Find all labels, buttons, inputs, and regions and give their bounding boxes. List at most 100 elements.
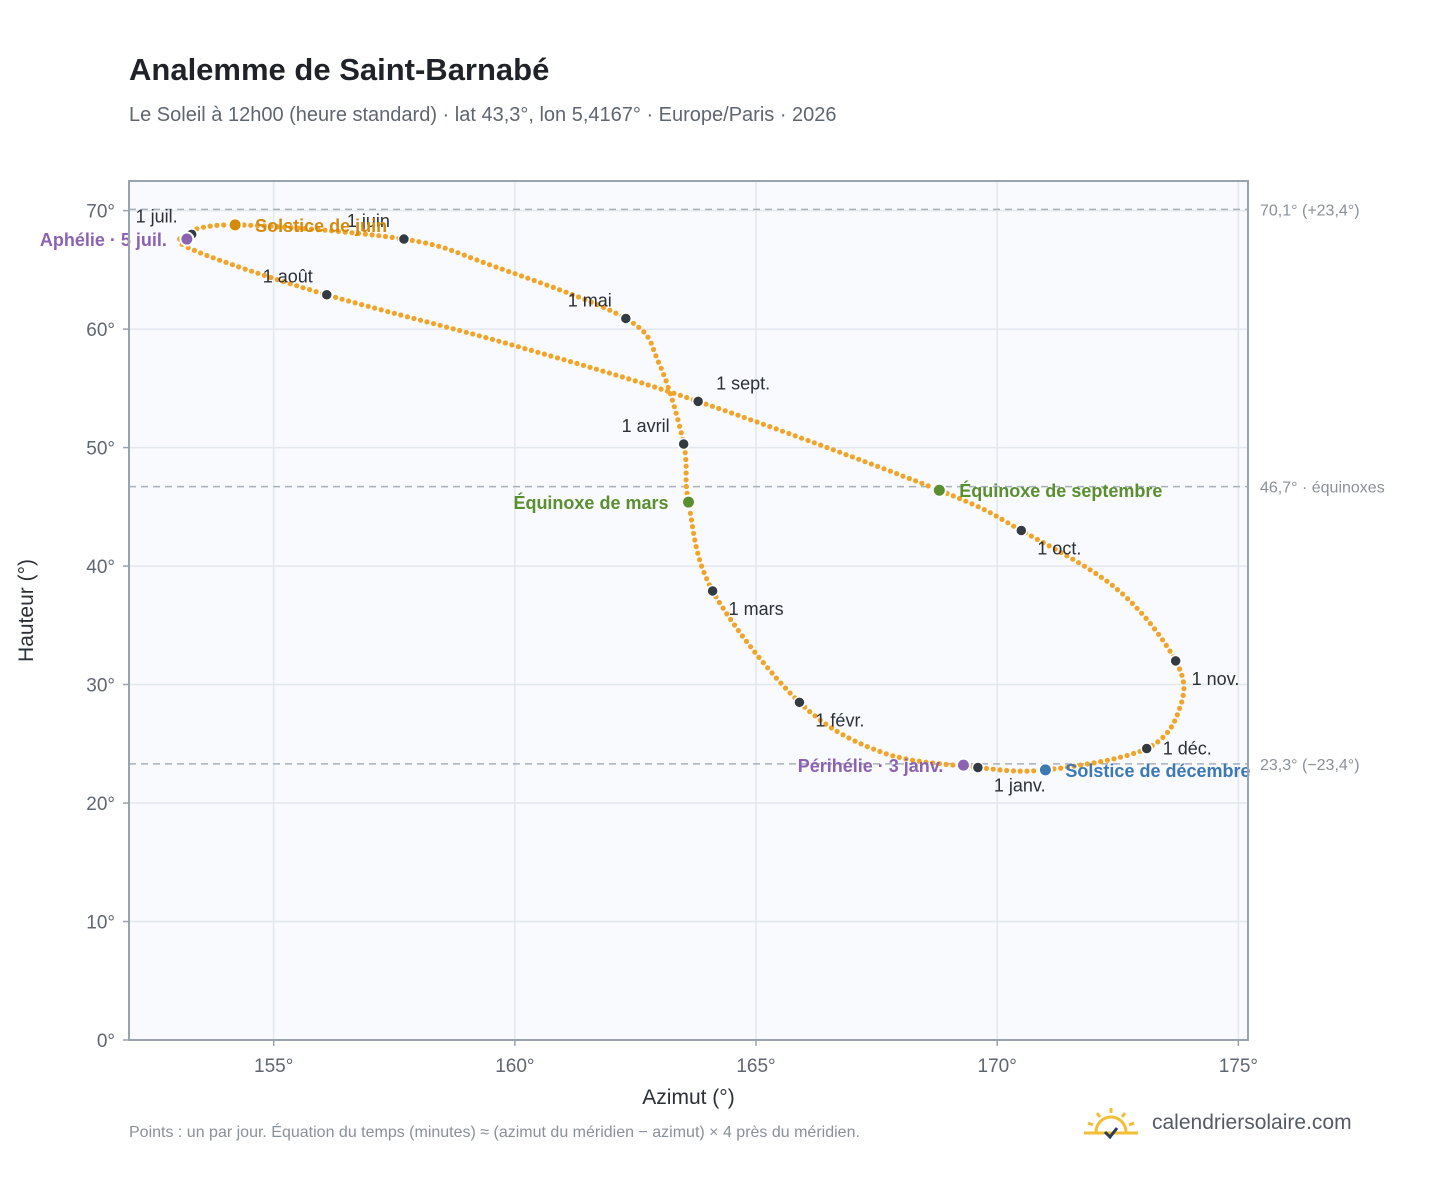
daily-point: [683, 483, 690, 490]
daily-point: [483, 335, 489, 341]
daily-point: [693, 544, 699, 550]
daily-point: [1181, 686, 1187, 692]
daily-point: [382, 233, 389, 240]
daily-point: [630, 320, 637, 326]
daily-point: [429, 242, 435, 248]
month-marker: [1169, 654, 1182, 668]
daily-point: [639, 380, 645, 386]
daily-point: [975, 504, 981, 510]
daily-point: [987, 510, 993, 516]
daily-point: [346, 298, 352, 304]
daily-point: [333, 294, 339, 300]
daily-point: [773, 675, 780, 681]
daily-point: [576, 294, 582, 300]
daily-point: [716, 405, 722, 412]
daily-point: [369, 232, 375, 238]
daily-point: [461, 252, 467, 258]
event-label: Solstice de juin: [255, 216, 387, 236]
daily-point: [1040, 540, 1046, 546]
daily-point: [910, 757, 916, 763]
daily-point: [487, 262, 493, 268]
daily-point: [748, 417, 754, 423]
daily-point: [760, 660, 766, 666]
daily-point: [223, 259, 229, 265]
month-marker-label: 1 juil.: [136, 206, 178, 226]
x-tick-label: 160°: [495, 1056, 534, 1077]
daily-point: [242, 266, 248, 272]
daily-point: [544, 282, 550, 288]
daily-point: [999, 516, 1005, 523]
daily-point: [241, 222, 247, 228]
daily-point: [683, 456, 689, 463]
daily-point: [653, 353, 659, 359]
brand[interactable]: calendriersolaire.com: [1084, 1106, 1352, 1140]
daily-point: [1064, 764, 1070, 770]
daily-point: [641, 329, 647, 335]
x-tick-label: 170°: [978, 1056, 1017, 1077]
daily-point: [983, 765, 990, 772]
daily-point: [322, 227, 328, 233]
daily-point: [313, 289, 319, 295]
daily-point: [554, 355, 561, 361]
daily-point: [778, 680, 784, 686]
daily-point: [823, 721, 829, 727]
daily-point: [274, 277, 280, 283]
plot-frame: [128, 180, 1249, 1041]
daily-point: [300, 285, 306, 291]
daily-point: [671, 404, 677, 410]
daily-point: [645, 382, 651, 388]
daily-point: [1104, 578, 1110, 584]
daily-point: [376, 233, 382, 239]
daily-point: [1098, 759, 1104, 765]
x-axis-label: Azimut (°): [642, 1086, 734, 1109]
daily-point: [993, 513, 999, 519]
daily-point: [811, 440, 817, 446]
y-tick-label: 30°: [86, 676, 115, 697]
daily-point: [563, 289, 569, 295]
daily-point: [1125, 596, 1131, 602]
daily-point: [1131, 750, 1137, 757]
month-marker-label: 1 févr.: [815, 710, 864, 730]
daily-point: [692, 537, 698, 543]
daily-point: [890, 753, 896, 759]
daily-point: [655, 359, 662, 365]
daily-point: [200, 224, 207, 230]
y-tick-label: 40°: [86, 557, 115, 578]
daily-point: [308, 226, 315, 232]
daily-point: [1114, 587, 1121, 593]
daily-point: [1098, 574, 1104, 580]
daily-point: [207, 223, 213, 229]
daily-point: [877, 748, 883, 755]
month-marker: [397, 232, 411, 246]
daily-point: [695, 550, 701, 556]
daily-point: [1028, 533, 1034, 539]
daily-point: [1164, 729, 1171, 736]
daily-point: [896, 754, 902, 761]
daily-point: [703, 401, 709, 407]
daily-point: [792, 433, 798, 439]
daily-point: [248, 222, 254, 228]
x-tick-label: 175°: [1219, 1056, 1258, 1077]
daily-point: [315, 227, 321, 233]
event-marker: [931, 482, 947, 498]
daily-point: [607, 307, 613, 313]
daily-point: [569, 292, 575, 298]
daily-point: [671, 390, 677, 396]
daily-point: [704, 576, 710, 582]
daily-point: [875, 463, 881, 469]
daily-point: [476, 333, 482, 339]
plot-area: [129, 181, 1248, 1040]
daily-point: [499, 266, 505, 272]
daily-point: [463, 329, 469, 335]
daily-point: [1017, 768, 1023, 774]
daily-point: [677, 423, 683, 429]
axis-ticks: 155° 160° 165° 170° 175° 0° 10° 20° 30° 40° 50° 60°…: [86, 202, 1258, 1077]
daily-point: [457, 327, 463, 334]
daily-point: [900, 473, 906, 479]
y-axis-label: Hauteur (°): [15, 559, 38, 662]
daily-point: [502, 340, 508, 346]
daily-point: [1167, 648, 1173, 654]
daily-point: [1005, 520, 1011, 526]
daily-point: [417, 317, 424, 323]
daily-point: [424, 319, 430, 325]
